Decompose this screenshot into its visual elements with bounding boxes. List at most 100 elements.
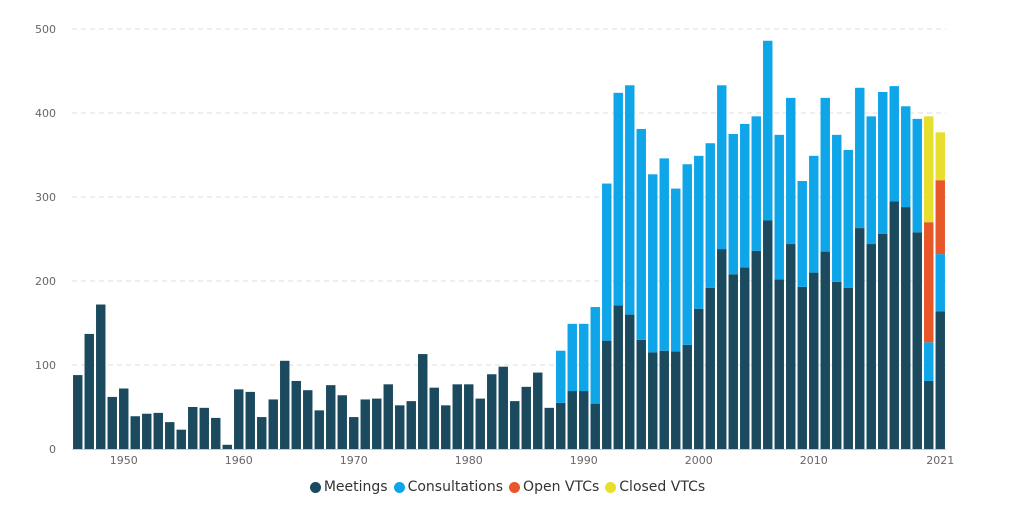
bar-consultations-1994 xyxy=(625,85,635,315)
bar-meetings-2013 xyxy=(843,287,853,449)
bar-consultations-1995 xyxy=(636,128,646,340)
bar-consultations-1993 xyxy=(613,92,623,306)
bar-meetings-1990 xyxy=(579,391,589,449)
legend-label: Closed VTCs xyxy=(619,479,706,495)
bar-meetings-1987 xyxy=(544,407,554,449)
bar-meetings-1966 xyxy=(303,390,313,449)
bar-meetings-1982 xyxy=(487,374,497,449)
bar-meetings-1971 xyxy=(360,399,370,449)
bar-closed-vtcs-2021 xyxy=(935,132,945,181)
bar-meetings-2017 xyxy=(889,201,899,449)
bar-meetings-1946 xyxy=(73,375,83,449)
bar-meetings-2008 xyxy=(786,244,796,449)
bar-meetings-1949 xyxy=(107,396,117,449)
bar-meetings-1947 xyxy=(84,333,94,449)
bar-consultations-2020 xyxy=(924,342,934,381)
bar-consultations-2004 xyxy=(740,123,750,268)
bar-meetings-1993 xyxy=(613,305,623,449)
bar-meetings-1981 xyxy=(475,398,485,449)
bar-meetings-1968 xyxy=(326,385,336,449)
bar-meetings-1959 xyxy=(222,444,232,449)
y-tick-label: 300 xyxy=(35,191,56,204)
bar-consultations-2005 xyxy=(751,116,761,251)
bar-consultations-1997 xyxy=(659,158,669,351)
x-tick-label: 2000 xyxy=(685,454,713,467)
bar-meetings-1956 xyxy=(188,407,198,449)
bar-meetings-1977 xyxy=(429,387,439,449)
bar-meetings-1984 xyxy=(510,401,520,449)
bar-meetings-2007 xyxy=(774,279,784,449)
bar-meetings-2002 xyxy=(717,249,727,449)
bar-meetings-2016 xyxy=(878,233,888,449)
x-tick-label: 1960 xyxy=(225,454,253,467)
bar-meetings-2010 xyxy=(809,272,819,449)
bar-consultations-1992 xyxy=(602,183,612,341)
bar-meetings-1963 xyxy=(268,399,278,449)
bar-consultations-2014 xyxy=(855,87,865,229)
bar-meetings-1960 xyxy=(234,389,244,449)
bar-meetings-2009 xyxy=(797,286,807,449)
legend: Meetings Consultations Open VTCs Closed VTC… xyxy=(0,479,1015,495)
bar-consultations-2013 xyxy=(843,149,853,288)
bar-consultations-2003 xyxy=(728,134,738,275)
bar-meetings-1973 xyxy=(383,384,393,449)
legend-item-open-vtcs[interactable]: Open VTCs xyxy=(509,479,599,495)
bar-consultations-1998 xyxy=(671,188,681,352)
bar-consultations-1988 xyxy=(556,350,566,403)
bar-consultations-2019 xyxy=(912,118,922,233)
bar-meetings-1964 xyxy=(280,360,290,449)
legend-marker-icon xyxy=(393,481,405,493)
y-tick-label: 0 xyxy=(49,443,56,456)
bar-meetings-1962 xyxy=(257,417,267,449)
legend-item-meetings[interactable]: Meetings xyxy=(309,479,388,495)
y-tick-label: 200 xyxy=(35,275,56,288)
bar-meetings-2021 xyxy=(935,311,945,449)
bar-meetings-1953 xyxy=(153,412,163,449)
bar-meetings-1997 xyxy=(659,350,669,449)
bar-meetings-2000 xyxy=(694,308,704,449)
bar-meetings-1999 xyxy=(682,344,692,449)
bar-meetings-2006 xyxy=(763,220,773,449)
bar-consultations-1989 xyxy=(567,323,577,392)
bar-open-vtcs-2020 xyxy=(924,222,934,343)
legend-item-consultations[interactable]: Consultations xyxy=(393,479,504,495)
x-axis-ticks: 1950 1960 1970 1980 1990 2000 2010 2021 xyxy=(110,454,955,467)
bar-consultations-2015 xyxy=(866,116,876,245)
bar-meetings-1975 xyxy=(406,401,416,449)
bar-meetings-1989 xyxy=(567,391,577,449)
bar-meetings-1958 xyxy=(211,417,221,449)
x-tick-label: 2021 xyxy=(926,454,954,467)
bar-meetings-2003 xyxy=(728,274,738,449)
y-axis-ticks: 0 100 200 300 400 500 xyxy=(35,23,56,456)
bar-consultations-2016 xyxy=(878,92,888,234)
bar-meetings-2011 xyxy=(820,251,830,449)
gridlines xyxy=(72,28,946,366)
bar-meetings-1961 xyxy=(245,391,255,449)
bar-meetings-1980 xyxy=(464,384,474,449)
bar-meetings-1995 xyxy=(636,339,646,449)
x-tick-label: 1970 xyxy=(340,454,368,467)
bar-consultations-2021 xyxy=(935,254,945,312)
bar-meetings-1976 xyxy=(418,354,428,449)
bar-meetings-1954 xyxy=(165,422,175,449)
bar-meetings-1948 xyxy=(96,304,106,449)
legend-item-closed-vtcs[interactable]: Closed VTCs xyxy=(605,479,705,495)
legend-marker-icon xyxy=(309,481,321,493)
bar-meetings-1951 xyxy=(130,416,140,449)
bar-meetings-1985 xyxy=(521,386,531,449)
bar-consultations-2011 xyxy=(820,97,830,252)
bar-meetings-1965 xyxy=(291,380,301,449)
bar-meetings-1969 xyxy=(337,395,347,449)
bar-meetings-2014 xyxy=(855,228,865,449)
y-tick-label: 500 xyxy=(35,23,56,36)
x-tick-label: 1950 xyxy=(110,454,138,467)
legend-label: Consultations xyxy=(407,479,504,495)
bar-consultations-1990 xyxy=(579,323,589,392)
bar-consultations-2009 xyxy=(797,181,807,287)
bar-meetings-1974 xyxy=(395,405,405,449)
bar-meetings-2015 xyxy=(866,244,876,449)
bar-consultations-1999 xyxy=(682,164,692,345)
bar-consultations-2012 xyxy=(832,134,842,282)
bar-consultations-2008 xyxy=(786,97,796,245)
